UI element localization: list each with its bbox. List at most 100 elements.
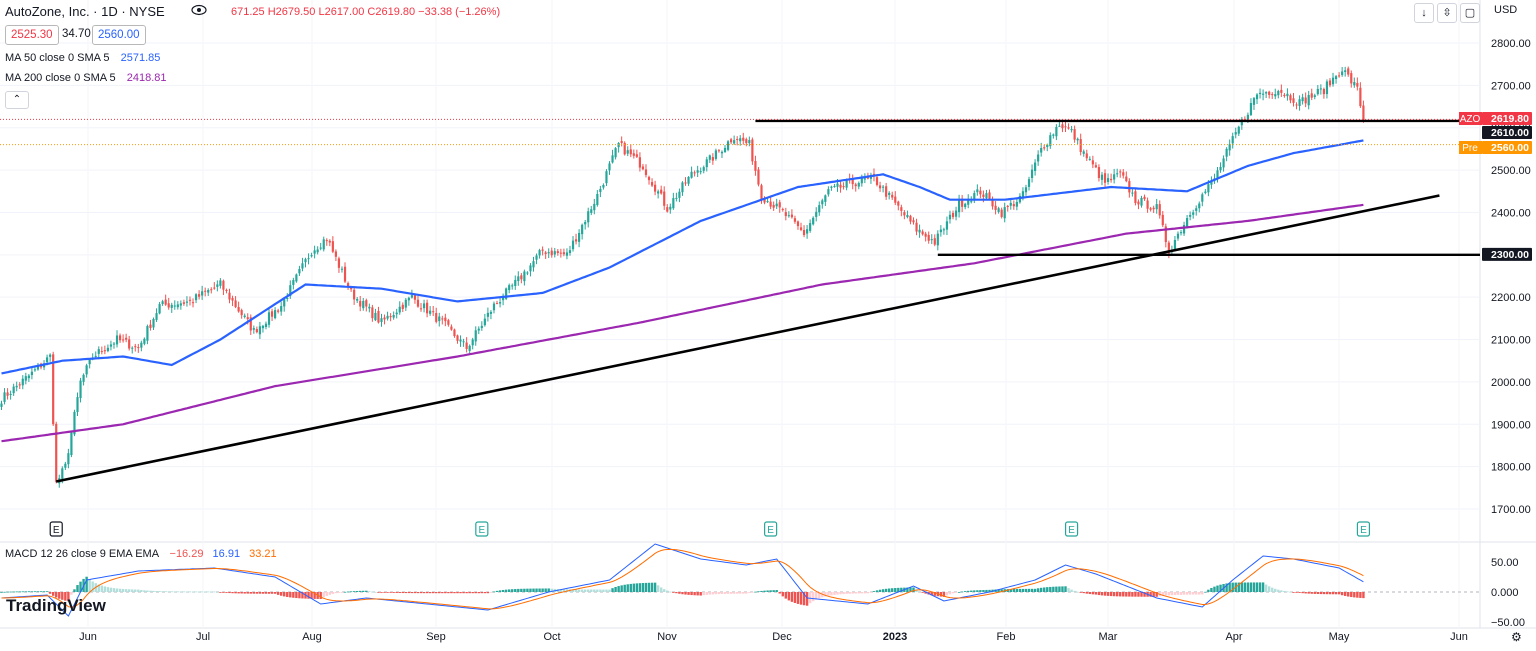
candle-body xyxy=(1246,114,1249,121)
settings-icon: ⚙ xyxy=(1511,630,1522,644)
macd-histogram-bar xyxy=(167,591,170,593)
macd-histogram-bar xyxy=(1033,588,1037,592)
macd-histogram-bar xyxy=(967,590,970,592)
bid-box[interactable]: 2525.30 xyxy=(5,25,59,45)
candle-body xyxy=(945,221,949,230)
candle-body xyxy=(581,224,584,235)
candle-body xyxy=(274,310,277,319)
macd-histogram-bar xyxy=(459,592,462,594)
earnings-marker xyxy=(1064,521,1079,537)
candle-body xyxy=(1049,135,1052,147)
signal-line xyxy=(1,548,1364,610)
price-level-tag-text: Pre xyxy=(1462,143,1478,154)
candle-body xyxy=(532,261,535,268)
macd-histogram-bar xyxy=(960,591,964,593)
expand-icon[interactable]: ⇳ xyxy=(1437,3,1457,23)
currency-label[interactable]: USD xyxy=(1494,4,1518,16)
candle-body xyxy=(739,138,742,142)
macd-histogram-bar xyxy=(407,592,411,594)
macd-histogram-bar xyxy=(231,592,234,594)
candle-body xyxy=(894,196,897,203)
collapse-indicators-button[interactable]: ⌃ xyxy=(5,91,29,109)
macd-histogram-bar xyxy=(626,584,629,592)
candle-body xyxy=(131,347,134,349)
candle-body xyxy=(596,194,599,206)
candle-body xyxy=(112,343,116,345)
window-icon[interactable]: ▢ xyxy=(1460,3,1480,23)
candle-body xyxy=(875,177,879,185)
candle-body xyxy=(1195,208,1198,211)
x-tick-label: Jul xyxy=(196,631,210,643)
candle-body xyxy=(353,289,356,300)
candle-body xyxy=(280,306,283,312)
macd-histogram-bar xyxy=(70,592,73,595)
macd-histogram-bar xyxy=(924,592,927,594)
macd-histogram-bar xyxy=(827,592,830,596)
macd-histogram-bar xyxy=(273,592,277,594)
candle-body xyxy=(188,299,192,301)
candle-body xyxy=(632,153,635,156)
candle-body xyxy=(3,392,6,402)
candle-body xyxy=(723,147,727,153)
ma50-label[interactable]: MA 50 close 0 SMA 5 xyxy=(5,52,110,64)
macd-histogram-bar xyxy=(1094,592,1098,595)
macd-histogram-bar xyxy=(134,589,137,592)
x-tick-label: Nov xyxy=(657,631,677,643)
candle-body xyxy=(784,212,787,217)
candle-body xyxy=(368,306,371,309)
symbol-title[interactable]: AutoZone, Inc. · 1D · NYSE xyxy=(5,4,165,19)
macd-histogram-bar xyxy=(1255,582,1259,592)
candle-body xyxy=(559,252,562,254)
candle-body xyxy=(1125,176,1128,182)
candle-body xyxy=(845,180,848,188)
candle-body xyxy=(702,167,705,171)
macd-histogram-bar xyxy=(158,591,161,592)
candle-body xyxy=(1347,68,1350,75)
macd-histogram-bar xyxy=(124,589,128,592)
candle-body xyxy=(441,318,444,320)
candle-body xyxy=(222,280,225,290)
macd-histogram-bar xyxy=(887,588,891,592)
candle-body xyxy=(939,229,942,233)
candle-body xyxy=(1143,196,1146,200)
arrow-down-icon[interactable]: ↓ xyxy=(1414,3,1434,23)
candle-body xyxy=(246,317,249,320)
candle-body xyxy=(286,298,289,300)
candle-body xyxy=(198,294,201,297)
candle-body xyxy=(678,191,681,198)
candle-body xyxy=(854,184,857,187)
candle-body xyxy=(1003,207,1006,219)
macd-histogram-bar xyxy=(6,591,9,593)
candle-body xyxy=(602,184,605,188)
candle-body xyxy=(690,171,693,178)
candle-body xyxy=(973,193,976,201)
macd-histogram-bar xyxy=(1246,582,1250,592)
macd-histogram-bar xyxy=(1198,592,1201,595)
candle-body xyxy=(283,299,286,307)
price-level-tag xyxy=(1459,141,1482,154)
macd-histogram-bar xyxy=(161,591,164,592)
macd-histogram-bar xyxy=(1219,584,1222,592)
macd-histogram-bar xyxy=(1301,592,1304,594)
candle-body xyxy=(1201,194,1204,202)
candle-body xyxy=(1079,139,1082,153)
macd-label[interactable]: MACD 12 26 close 9 EMA EMA xyxy=(5,548,159,560)
candle-body xyxy=(128,339,131,349)
macd-histogram-bar xyxy=(207,591,210,593)
candle-body xyxy=(812,217,815,225)
candle-body xyxy=(426,302,429,314)
candle-body xyxy=(52,354,55,425)
candle-body xyxy=(638,157,641,168)
ask-box[interactable]: 2560.00 xyxy=(92,25,146,45)
macd-histogram-bar xyxy=(802,592,806,606)
candle-body xyxy=(556,251,559,254)
macd-histogram-bar xyxy=(948,592,952,595)
macd-histogram-bar xyxy=(118,588,122,592)
candle-body xyxy=(404,299,407,308)
candle-body xyxy=(888,192,891,195)
eye-icon[interactable] xyxy=(190,3,208,17)
ma200-label[interactable]: MA 200 close 0 SMA 5 xyxy=(5,72,116,84)
macd-histogram-bar xyxy=(1195,592,1198,595)
macd-histogram-bar xyxy=(1295,592,1298,593)
